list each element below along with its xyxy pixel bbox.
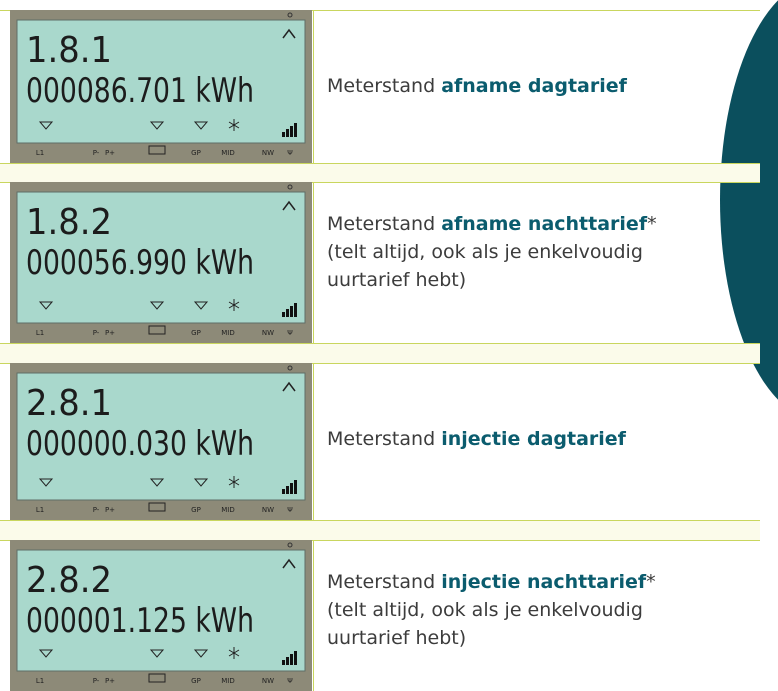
label-highlight: injectie dagtarief bbox=[441, 428, 626, 450]
page: 1.8.1000086.701 kWh L1 P- P+ GP MID NW Ψ Meterst… bbox=[0, 0, 778, 691]
meter-code: 2.8.1 bbox=[26, 383, 112, 424]
signal-bar bbox=[290, 126, 293, 137]
label-text: Meterstand bbox=[327, 571, 435, 593]
meter-code: 2.8.2 bbox=[26, 560, 112, 601]
asterisk: * bbox=[647, 213, 657, 235]
meter-label: NW bbox=[262, 149, 274, 157]
meter-label: NW bbox=[262, 506, 274, 514]
label-highlight: afname nachttarief bbox=[441, 213, 647, 235]
meter-label: P- bbox=[93, 149, 100, 157]
label-text: Meterstand bbox=[327, 75, 435, 97]
meter-label: Ψ bbox=[287, 149, 293, 157]
signal-bar bbox=[282, 660, 285, 665]
meter-label: MID bbox=[221, 677, 235, 685]
signal-bar bbox=[290, 654, 293, 665]
meter-label: P- bbox=[93, 329, 100, 337]
signal-bar bbox=[294, 651, 297, 665]
label-text: Meterstand bbox=[327, 213, 435, 235]
description: Meterstand afname dagtarief bbox=[327, 72, 727, 100]
meter-label: L1 bbox=[36, 149, 44, 157]
note: (telt altijd, ook als je enkelvoudig uur… bbox=[327, 599, 643, 649]
signal-bar bbox=[282, 312, 285, 317]
label-text: Meterstand bbox=[327, 428, 435, 450]
meter-code: 1.8.1 bbox=[26, 30, 112, 71]
meter-reading: 000086.701 kWh bbox=[26, 71, 254, 111]
signal-bar bbox=[282, 489, 285, 494]
meter-label: MID bbox=[221, 506, 235, 514]
meter-reading: 000056.990 kWh bbox=[26, 243, 254, 283]
meter-label: P+ bbox=[105, 677, 115, 685]
description: Meterstand afname nachttarief*(telt alti… bbox=[327, 210, 727, 294]
note: (telt altijd, ook als je enkelvoudig uur… bbox=[327, 241, 643, 291]
signal-bar bbox=[282, 132, 285, 137]
meter-label: P+ bbox=[105, 329, 115, 337]
signal-bar bbox=[294, 303, 297, 317]
meter-label: GP bbox=[191, 506, 201, 514]
meter-label: NW bbox=[262, 329, 274, 337]
meter-label: L1 bbox=[36, 506, 44, 514]
meter-label: Ψ bbox=[287, 506, 293, 514]
meter-label: P+ bbox=[105, 149, 115, 157]
meter-label: GP bbox=[191, 329, 201, 337]
signal-bar bbox=[290, 306, 293, 317]
signal-bar bbox=[294, 480, 297, 494]
signal-bar bbox=[286, 129, 289, 137]
signal-bar bbox=[286, 657, 289, 665]
meter-label: L1 bbox=[36, 677, 44, 685]
spacer-row bbox=[0, 163, 760, 183]
meter-code: 1.8.2 bbox=[26, 202, 112, 243]
label-highlight: afname dagtarief bbox=[441, 75, 627, 97]
label-highlight: injectie nachttarief bbox=[441, 571, 646, 593]
meter-label: MID bbox=[221, 149, 235, 157]
meter-label: Ψ bbox=[287, 677, 293, 685]
meter-label: NW bbox=[262, 677, 274, 685]
meter-label: L1 bbox=[36, 329, 44, 337]
description: Meterstand injectie nachttarief*(telt al… bbox=[327, 568, 727, 652]
meter-label: P- bbox=[93, 677, 100, 685]
meter-reading: 000000.030 kWh bbox=[26, 424, 254, 464]
meter-label: GP bbox=[191, 149, 201, 157]
meter-label: Ψ bbox=[287, 329, 293, 337]
signal-bar bbox=[286, 486, 289, 494]
asterisk: * bbox=[646, 571, 656, 593]
spacer-row bbox=[0, 343, 760, 364]
meter-label: GP bbox=[191, 677, 201, 685]
spacer-row bbox=[0, 520, 760, 541]
meter-label: P+ bbox=[105, 506, 115, 514]
signal-bar bbox=[286, 309, 289, 317]
meter-label: MID bbox=[221, 329, 235, 337]
description: Meterstand injectie dagtarief bbox=[327, 425, 727, 453]
signal-bar bbox=[290, 483, 293, 494]
signal-bar bbox=[294, 123, 297, 137]
meter-label: P- bbox=[93, 506, 100, 514]
meter-reading: 000001.125 kWh bbox=[26, 601, 254, 641]
